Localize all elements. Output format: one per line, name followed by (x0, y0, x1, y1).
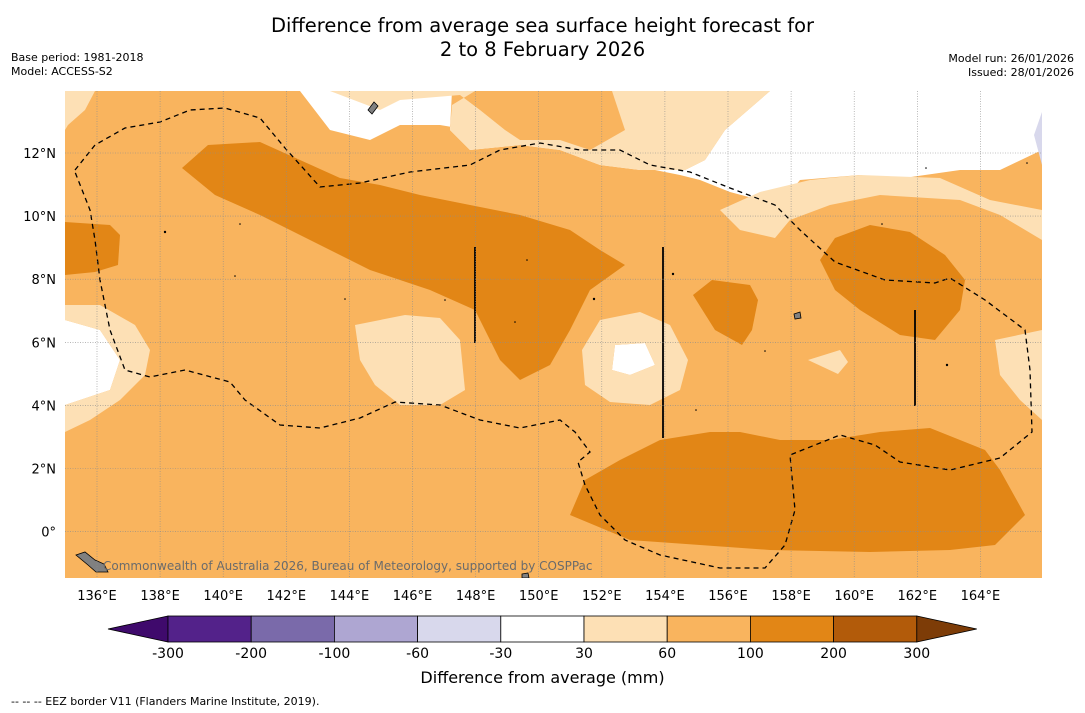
colorbar-title: Difference from average (mm) (420, 668, 665, 687)
colorbar-swatch (417, 615, 502, 643)
colorbar-tick: 100 (737, 646, 764, 662)
colorbar-tick-labels: -300 -200 -100 -60 -30 30 60 100 200 300 (152, 646, 930, 662)
colorbar-swatch (583, 615, 668, 643)
lon-label: 150°E (519, 589, 559, 604)
lon-label: 142°E (267, 589, 307, 604)
band-30-60-top-strip (65, 91, 95, 130)
longitude-labels: 136°E 138°E 140°E 142°E 144°E 146°E 148°E 150°E… (77, 589, 1000, 604)
map-title: Difference from average sea surface heig… (0, 14, 1085, 62)
lon-label: 160°E (834, 589, 874, 604)
colorbar-swatch (250, 615, 335, 643)
island-guam (367, 101, 379, 115)
lon-label: 140°E (203, 589, 243, 604)
colorbar-tick: -200 (235, 646, 267, 662)
landmass-east-edge (1034, 112, 1042, 165)
band-100-200-east (820, 225, 965, 340)
eez-border (74, 107, 1033, 569)
model-run-date: Model run: 26/01/2026 (948, 52, 1074, 65)
colorbar-swatch (167, 615, 252, 643)
lon-label: 146°E (393, 589, 433, 604)
band-30-60-small (808, 350, 848, 374)
band-30-60-northeast (720, 175, 1042, 240)
lat-label: 2°N (32, 463, 57, 478)
title-line-2: 2 to 8 February 2026 (439, 38, 646, 61)
lon-label: 158°E (771, 589, 811, 604)
colorbar-swatch (750, 615, 835, 643)
colorbar-tick: 200 (820, 646, 847, 662)
colorbar-tick: 300 (903, 646, 930, 662)
lon-label: 154°E (645, 589, 685, 604)
band-100-200-central (693, 280, 758, 345)
band-100-200-west (65, 222, 120, 275)
lon-label: 138°E (140, 589, 180, 604)
atoll-dots (163, 162, 1028, 411)
lat-label: 10°N (23, 210, 56, 225)
island-pohnpei (793, 311, 802, 320)
island-png-coast (75, 551, 109, 573)
lat-label: 4°N (32, 399, 57, 414)
copyright-text: Commonwealth of Australia 2026, Bureau o… (103, 559, 593, 573)
island-east-small (521, 572, 530, 578)
band-30-60-center (355, 315, 465, 405)
band-30-60-west (65, 305, 150, 432)
issued-date: Issued: 28/01/2026 (967, 66, 1074, 79)
neutral-region-north (300, 91, 1042, 210)
colorbar-tick: -60 (406, 646, 429, 662)
lon-label: 148°E (456, 589, 496, 604)
lat-label: 12°N (23, 147, 56, 162)
title-line-1: Difference from average sea surface heig… (270, 14, 815, 37)
model-info: Base period: 1981-2018 Model: ACCESS-S2 (11, 51, 143, 79)
lat-label: 0° (41, 526, 56, 541)
neutral-region-west (65, 320, 120, 405)
colorbar-swatch (500, 615, 585, 643)
anomaly-field (65, 91, 1042, 578)
model-name: Model: ACCESS-S2 (11, 65, 113, 78)
colorbar-swatch (833, 615, 918, 643)
lon-label: 156°E (708, 589, 748, 604)
eez-footnote: -- -- -- EEZ border V11 (Flanders Marine… (11, 695, 320, 708)
band-30-60-north (330, 91, 770, 170)
colorbar-swatch (666, 615, 751, 643)
colorbar-extend-high (916, 615, 977, 643)
band-100-200-south (570, 428, 1025, 552)
colorbar-tick: -30 (489, 646, 512, 662)
latitude-labels: 12°N 10°N 8°N 6°N 4°N 2°N 0° (23, 147, 56, 541)
lon-label: 136°E (77, 589, 117, 604)
lat-label: 8°N (32, 273, 57, 288)
colorbar-tick: 60 (658, 646, 676, 662)
colorbar (107, 615, 977, 643)
band-30-60-right (995, 330, 1042, 420)
lon-label: 162°E (898, 589, 938, 604)
colorbar-tick: -300 (152, 646, 184, 662)
lon-label: 144°E (330, 589, 370, 604)
run-info: Model run: 26/01/2026 Issued: 28/01/2026 (948, 52, 1074, 80)
graticule (65, 91, 1042, 578)
lat-label: 6°N (32, 336, 57, 351)
lon-label: 152°E (582, 589, 622, 604)
lon-label: 164°E (961, 589, 1001, 604)
colorbar-extend-low (107, 615, 169, 643)
band-100-200-ridge (182, 142, 625, 380)
colorbar-swatch (333, 615, 418, 643)
band-30-60-ring (582, 312, 688, 405)
colorbar-tick: -100 (319, 646, 351, 662)
base-period: Base period: 1981-2018 (11, 51, 144, 64)
colorbar-tick: 30 (575, 646, 593, 662)
neutral-region-central (612, 343, 655, 375)
